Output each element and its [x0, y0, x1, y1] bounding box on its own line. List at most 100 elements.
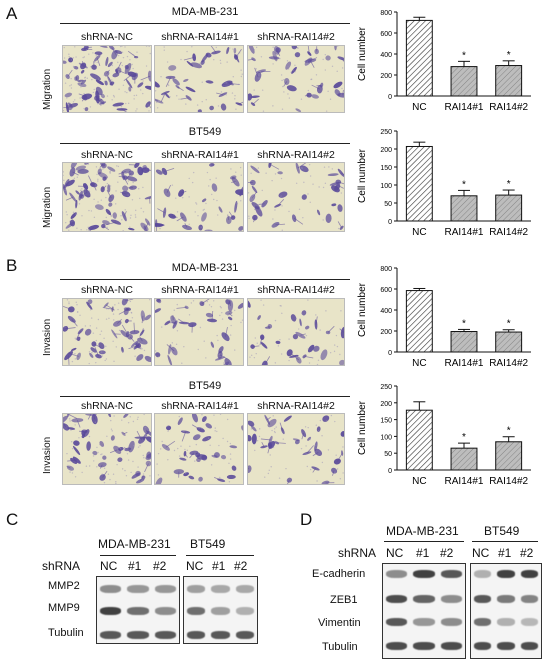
- blot-band: [235, 631, 254, 639]
- x-tick-label: NC: [412, 227, 426, 238]
- significance-mark: *: [507, 50, 511, 61]
- y-tick-label: 800: [380, 266, 392, 273]
- blot-band: [154, 585, 176, 593]
- lane-label: NC: [386, 546, 404, 560]
- micrograph-texture: [248, 163, 344, 231]
- blot-band: [100, 585, 122, 593]
- micrograph: [62, 413, 152, 485]
- significance-mark: *: [462, 50, 466, 61]
- y-tick-label: 0: [388, 219, 392, 226]
- protein-label: MMP2: [48, 580, 80, 592]
- y-tick-label: 200: [380, 401, 392, 408]
- x-tick-label: NC: [412, 476, 426, 487]
- lane-label: #1: [498, 546, 512, 560]
- condition-label: shRNA-RAI14#1: [161, 149, 239, 161]
- shrna-label: shRNA: [338, 546, 377, 560]
- error-bar: [458, 442, 470, 449]
- x-tick-label: RAI14#2: [489, 102, 528, 113]
- micrograph-texture: [63, 163, 151, 231]
- bar: [405, 145, 433, 222]
- blot-band: [187, 631, 206, 639]
- cell-line-label: MDA-MB-231: [386, 524, 459, 538]
- blot-band: [474, 618, 492, 626]
- y-tick-label: 200: [380, 73, 392, 80]
- error-bar: [458, 328, 470, 332]
- significance-mark: *: [462, 432, 466, 443]
- significance-mark: *: [507, 179, 511, 190]
- lane-label: #2: [234, 559, 248, 573]
- blot-band: [520, 642, 538, 650]
- error-bar: [502, 60, 515, 66]
- y-tick-label: 0: [388, 350, 392, 357]
- y-tick-label: 50: [384, 201, 392, 208]
- error-bar: [413, 401, 426, 411]
- error-bar: [458, 189, 470, 196]
- bar: [405, 409, 433, 471]
- condition-label: shRNA-NC: [81, 31, 133, 43]
- assay-label: Migration: [42, 186, 53, 228]
- cell-line-label: MDA-MB-231: [98, 537, 171, 551]
- lane-label: #1: [128, 559, 142, 573]
- x-tick-label: RAI14#1: [445, 102, 484, 113]
- micrograph: [154, 413, 244, 485]
- bar: [495, 331, 523, 353]
- y-tick-label: 150: [380, 418, 392, 425]
- y-tick-label: 600: [380, 287, 392, 294]
- blot-band: [386, 618, 408, 626]
- blot-band: [413, 595, 435, 603]
- blot-band: [211, 585, 230, 593]
- blot-band: [497, 618, 515, 626]
- y-tick-label: 800: [380, 10, 392, 17]
- condition-label: shRNA-RAI14#2: [257, 149, 335, 161]
- condition-label: shRNA-NC: [81, 400, 133, 412]
- bar-chart: Cell number 0 200 400 600 800 NC * RAI14#1 * RAI14…: [355, 6, 535, 118]
- panel-letter-c: C: [6, 510, 19, 529]
- bar: [495, 65, 523, 97]
- y-tick-label: 400: [380, 52, 392, 59]
- y-tick-label: 250: [380, 384, 392, 391]
- protein-label: Tubulin: [322, 641, 358, 653]
- y-tick-label: 400: [380, 308, 392, 315]
- micrograph: [247, 162, 345, 232]
- blot-band: [154, 631, 176, 639]
- micrograph: [154, 45, 244, 113]
- y-tick-label: 0: [388, 468, 392, 475]
- protein-label: ZEB1: [330, 594, 358, 606]
- bar-chart: Cell number 0 200 400 600 800 NC * RAI14#1 * RAI14…: [355, 262, 535, 374]
- significance-mark: *: [462, 179, 466, 190]
- micrograph: [247, 298, 345, 366]
- y-tick-label: 0: [388, 94, 392, 101]
- assay-label: Invasion: [42, 436, 53, 474]
- blot-band: [440, 642, 462, 650]
- western-blot: [96, 576, 180, 644]
- blot-band: [440, 595, 462, 603]
- error-bar: [413, 16, 426, 21]
- panel-letter-b: B: [6, 256, 18, 275]
- significance-mark: *: [462, 318, 466, 329]
- bar-chart: Cell number 0 50 100 150 200 250 NC * RAI14#1 * RAI…: [355, 125, 535, 243]
- micrograph-texture: [63, 414, 151, 484]
- micrograph-texture: [155, 46, 243, 112]
- x-tick-label: RAI14#2: [489, 358, 528, 369]
- condition-label: shRNA-RAI14#1: [161, 284, 239, 296]
- y-tick-label: 50: [384, 451, 392, 458]
- lane-label: #2: [520, 546, 534, 560]
- blot-band: [474, 642, 492, 650]
- lane-label: #1: [416, 546, 430, 560]
- micrograph-texture: [155, 163, 243, 231]
- blot-band: [497, 570, 515, 578]
- cell-line-label: MDA-MB-231: [171, 6, 239, 18]
- lane-label: NC: [186, 559, 204, 573]
- x-tick-label: NC: [412, 102, 426, 113]
- bar: [450, 66, 478, 97]
- lane-label: NC: [100, 559, 118, 573]
- micrograph-texture: [155, 414, 243, 484]
- protein-label: E-cadherin: [312, 568, 366, 580]
- micrograph: [62, 45, 152, 113]
- blot-band: [100, 607, 122, 615]
- cell-line-label: BT549: [484, 524, 520, 538]
- cell-line-label: MDA-MB-231: [171, 262, 239, 274]
- y-tick-label: 200: [380, 329, 392, 336]
- assay-label: Invasion: [42, 318, 53, 356]
- bar: [495, 194, 523, 222]
